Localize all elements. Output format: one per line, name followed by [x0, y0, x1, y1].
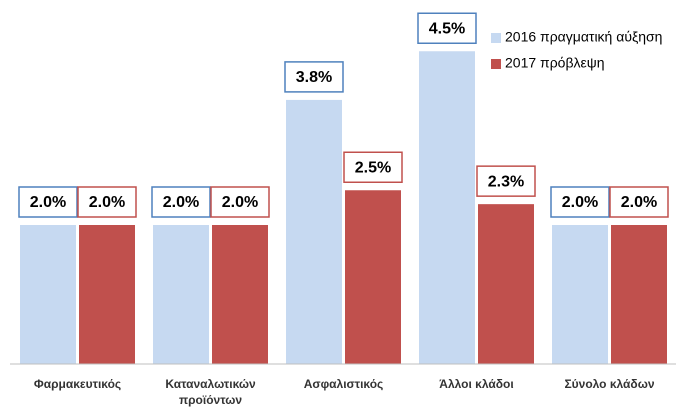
value-label-box — [18, 186, 78, 218]
value-label-box — [550, 186, 610, 218]
bar — [153, 225, 209, 364]
bar — [286, 99, 342, 365]
value-label: 2.0% — [562, 194, 598, 211]
bar — [345, 190, 401, 364]
value-label: 3.8% — [296, 69, 332, 86]
bar — [20, 225, 76, 364]
value-label-box — [417, 12, 477, 44]
value-label-box — [210, 186, 270, 218]
x-tick-label: Καταναλωτικών προϊόντων — [165, 377, 256, 407]
x-tick-label: Άλλοι κλάδοι — [439, 377, 514, 391]
bar — [478, 204, 534, 364]
value-label-box — [77, 186, 137, 218]
value-label-box — [343, 151, 403, 183]
value-label-box — [609, 186, 669, 218]
value-label: 2.0% — [30, 194, 66, 211]
x-tick-label: Ασφαλιστικός — [303, 377, 384, 391]
bar — [212, 225, 268, 364]
legend-swatch — [491, 33, 501, 43]
bar — [552, 225, 608, 364]
legend-swatch — [491, 59, 501, 69]
bar — [611, 225, 667, 364]
value-label: 2.0% — [621, 194, 657, 211]
x-tick-label: Φαρμακευτικός — [33, 377, 122, 391]
value-label: 2.5% — [355, 159, 391, 176]
value-label: 4.5% — [429, 20, 465, 37]
bar — [419, 51, 475, 364]
legend-label: 2016 πραγματική αύξηση — [505, 29, 662, 45]
value-label: 2.3% — [488, 173, 524, 190]
value-label: 2.0% — [89, 194, 125, 211]
value-label-box — [476, 165, 536, 197]
value-label: 2.0% — [222, 194, 258, 211]
x-tick-label: Σύνολο κλάδων — [564, 377, 655, 391]
legend-label: 2017 πρόβλεψη — [505, 55, 605, 71]
value-label-box — [284, 61, 344, 93]
bar — [79, 225, 135, 364]
value-label-box — [151, 186, 211, 218]
value-label: 2.0% — [163, 194, 199, 211]
